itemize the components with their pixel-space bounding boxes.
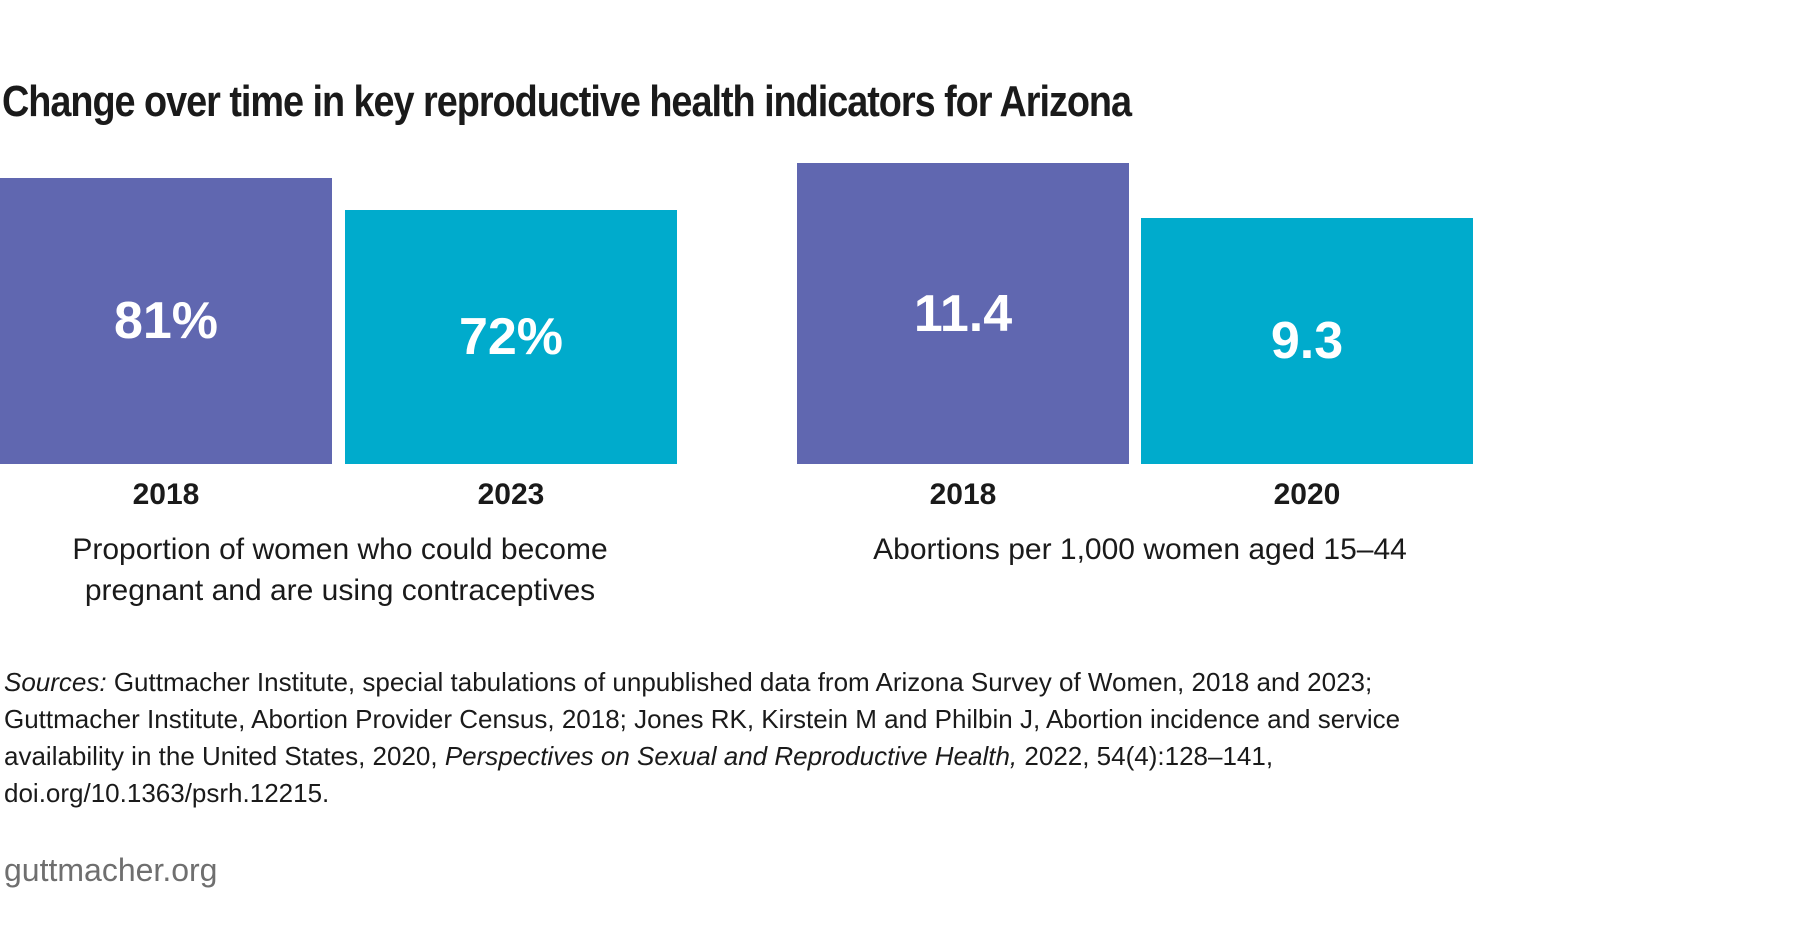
site-url: guttmacher.org <box>4 852 218 888</box>
year-tick-label: 2020 <box>1273 478 1341 511</box>
sources-journal: Perspectives on Sexual and Reproductive … <box>444 741 1018 771</box>
year-tick-label: 2023 <box>477 478 545 511</box>
bar-contraceptive-2018 <box>0 178 332 464</box>
bar-value-label: 9.3 <box>1270 312 1344 371</box>
year-tick-label: 2018 <box>132 478 200 511</box>
bar-contraceptive-2023 <box>345 209 677 464</box>
sources-text-2: 2022, 54(4):128–141, doi.org/10.1363/psr… <box>4 741 1274 808</box>
left-chart-caption: Proportion of women who could become pre… <box>72 533 608 607</box>
sources-note: Sources: Guttmacher Institute, special t… <box>4 664 1504 812</box>
bar-abortion-rate-2020 <box>1141 218 1473 464</box>
chart-title: Change over time in key reproductive hea… <box>2 77 1132 126</box>
right-chart-caption: Abortions per 1,000 women aged 15–44 <box>873 533 1407 566</box>
sources-text-1: Guttmacher Institute, special tabulation… <box>4 667 1401 771</box>
bar-value-label: 11.4 <box>913 284 1013 343</box>
bar-value-label: 81% <box>113 292 219 350</box>
year-tick-label: 2018 <box>929 478 997 511</box>
sources-label: Sources: <box>4 667 107 697</box>
bar-abortion-rate-2018 <box>797 163 1129 464</box>
bar-value-label: 72% <box>458 307 564 366</box>
